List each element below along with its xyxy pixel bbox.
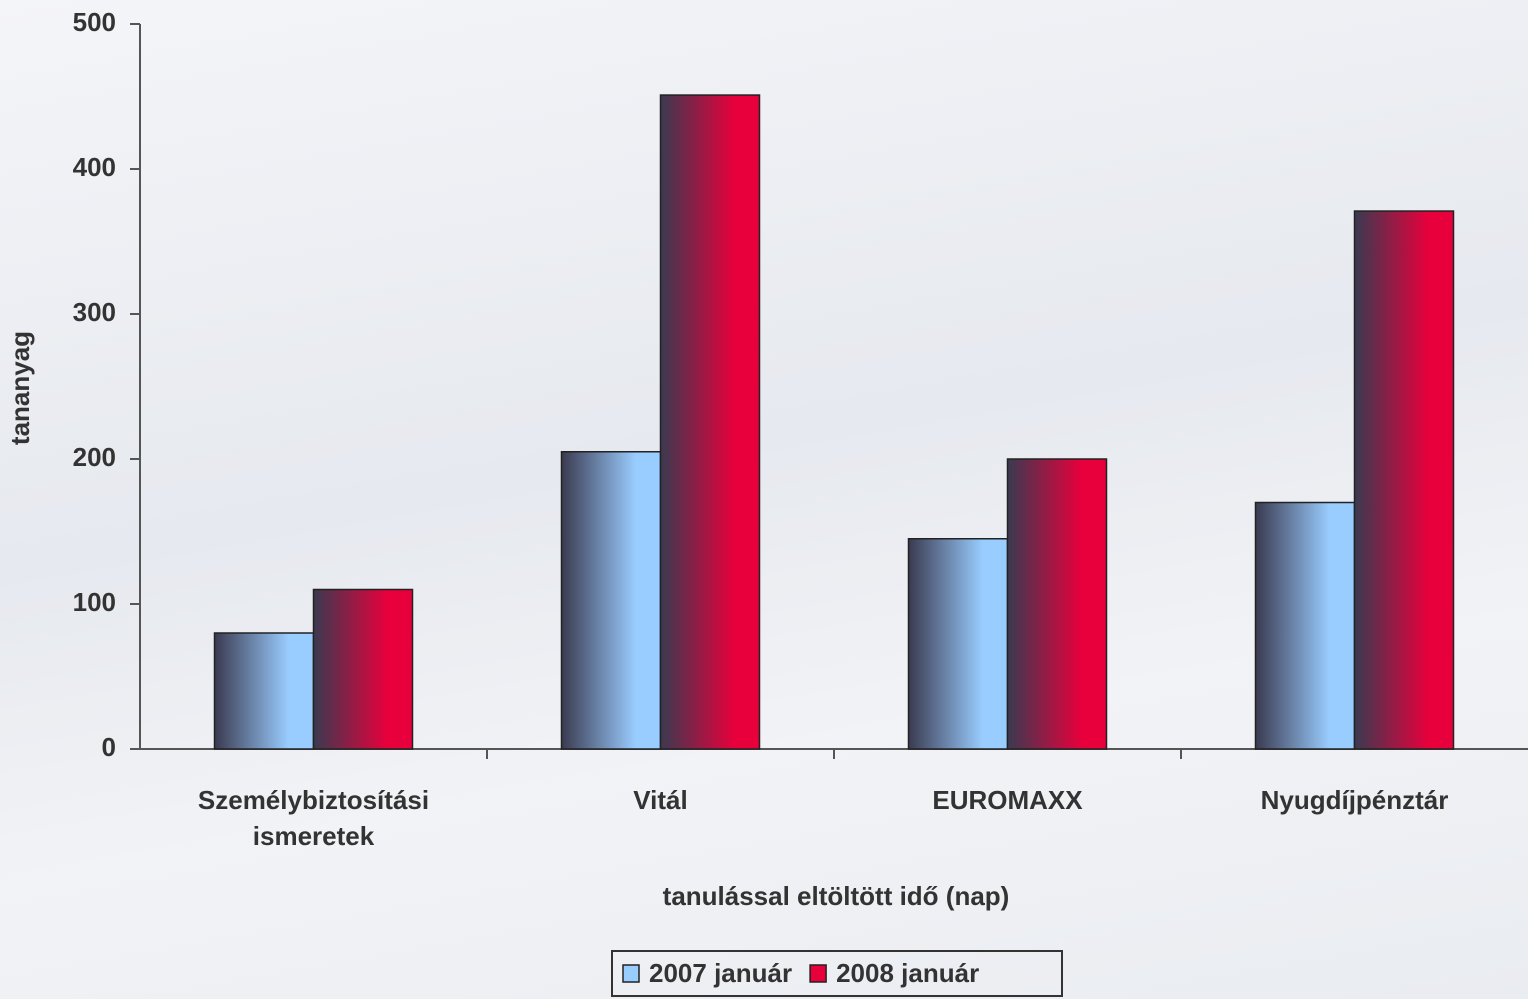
y-tick-label: 100 [73,587,116,617]
legend-swatch [622,964,640,983]
bar [213,632,315,750]
bar [1254,501,1356,750]
bar [1006,458,1108,750]
y-tick-label: 500 [73,7,116,37]
bar [1353,210,1455,750]
y-tick-label: 400 [73,152,116,182]
x-tick-label: Vitál [633,785,688,815]
bar [560,451,662,750]
y-tick-label: 300 [73,297,116,327]
y-tick-label: 0 [102,732,116,762]
x-tick-label: Személybiztosítási ismeretek [197,785,430,851]
y-axis-label: tananyag [5,331,35,445]
legend-box [611,950,1063,997]
legend-label: 2008 január [836,958,979,988]
bar [907,538,1009,750]
x-tick-label: EUROMAXX [932,785,1083,815]
legend-swatch [809,964,827,983]
bar [312,588,414,750]
bar [659,94,761,750]
x-axis-label: tanulással eltöltött idő (nap) [663,881,1010,911]
y-tick-label: 200 [73,442,116,472]
legend-label: 2007 január [649,958,792,988]
x-tick-label: Nyugdíjpénztár [1260,785,1449,815]
